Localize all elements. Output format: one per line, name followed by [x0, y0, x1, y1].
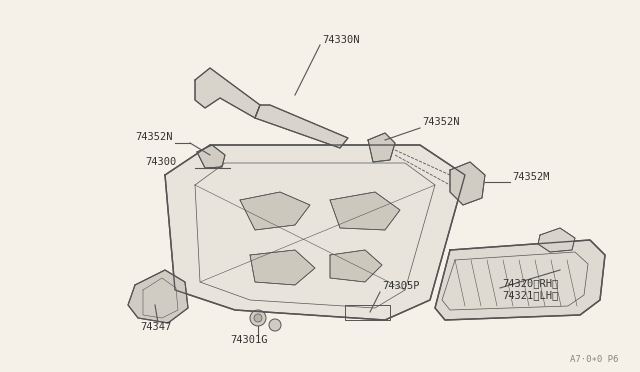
Text: 74300: 74300: [145, 157, 176, 167]
Text: 74321〈LH〉: 74321〈LH〉: [502, 290, 558, 300]
Polygon shape: [330, 250, 382, 282]
Polygon shape: [250, 250, 315, 285]
Text: 74301G: 74301G: [230, 335, 268, 345]
Text: 74347: 74347: [140, 322, 172, 332]
Text: 74352N: 74352N: [135, 132, 173, 142]
Polygon shape: [165, 145, 465, 320]
Polygon shape: [240, 192, 310, 230]
Circle shape: [250, 310, 266, 326]
Text: 74330N: 74330N: [322, 35, 360, 45]
Polygon shape: [128, 270, 188, 323]
Polygon shape: [450, 162, 485, 205]
Polygon shape: [195, 68, 260, 118]
Text: 74305P: 74305P: [382, 281, 419, 291]
Text: 74352N: 74352N: [422, 117, 460, 127]
Polygon shape: [255, 105, 348, 148]
Text: 74352M: 74352M: [512, 172, 550, 182]
Text: A7·0∗0 P6: A7·0∗0 P6: [570, 355, 618, 364]
Polygon shape: [368, 133, 395, 162]
Polygon shape: [538, 228, 575, 252]
Text: 74320〈RH〉: 74320〈RH〉: [502, 278, 558, 288]
Polygon shape: [197, 145, 225, 168]
Circle shape: [254, 314, 262, 322]
Polygon shape: [330, 192, 400, 230]
Circle shape: [269, 319, 281, 331]
Polygon shape: [435, 240, 605, 320]
